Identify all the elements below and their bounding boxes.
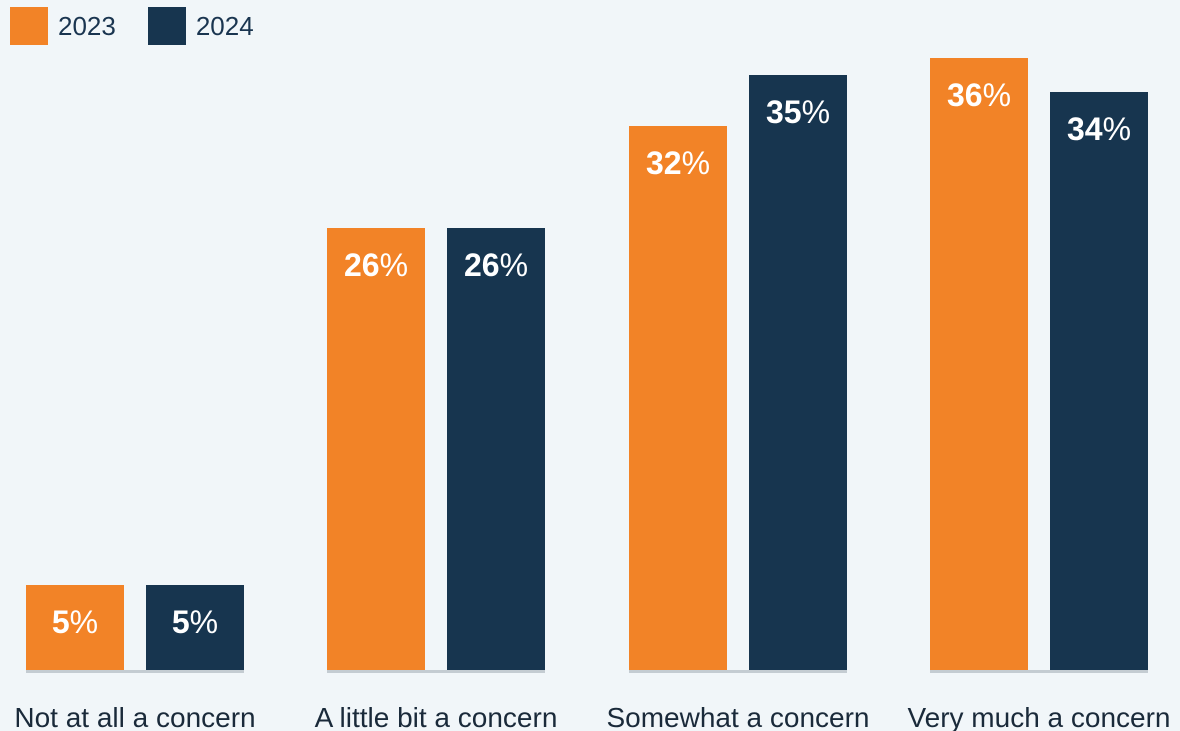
data-label-2024-0: 5%: [172, 604, 218, 640]
bar-2023-2: [629, 126, 727, 670]
bar-2023-3: [930, 58, 1028, 670]
data-label-2024-3: 34%: [1067, 111, 1131, 147]
data-label-2023-3: 36%: [947, 77, 1011, 113]
legend-label-2024: 2024: [195, 10, 254, 41]
bar-2023-0: [26, 585, 124, 670]
baseline-1: [327, 670, 545, 673]
legend-swatch-2023: [10, 7, 48, 45]
bar-2024-1: [447, 228, 545, 670]
legend-item-2023: 2023: [10, 7, 116, 45]
legend-item-2024: 2024: [147, 7, 254, 45]
category-label-1: A little bit a concern: [315, 702, 558, 731]
data-label-2024-1: 26%: [464, 247, 528, 283]
bar-2024-0: [146, 585, 244, 670]
bar-2024-3: [1050, 92, 1148, 670]
legend: 2023 2024: [10, 7, 286, 45]
data-label-2023-1: 26%: [344, 247, 408, 283]
category-label-3: Very much a concern: [907, 702, 1170, 731]
data-label-2024-2: 35%: [766, 94, 830, 130]
bar-2024-2: [749, 75, 847, 670]
legend-swatch-2024: [147, 7, 186, 45]
legend-label-2023: 2023: [58, 10, 116, 41]
bar-2023-1: [327, 228, 425, 670]
baseline-2: [629, 670, 847, 673]
data-label-2023-2: 32%: [646, 145, 710, 181]
category-label-0: Not at all a concern: [14, 702, 255, 731]
baseline-3: [930, 670, 1148, 673]
category-label-2: Somewhat a concern: [606, 702, 869, 731]
data-label-2023-0: 5%: [52, 604, 98, 640]
baseline-0: [26, 670, 244, 673]
